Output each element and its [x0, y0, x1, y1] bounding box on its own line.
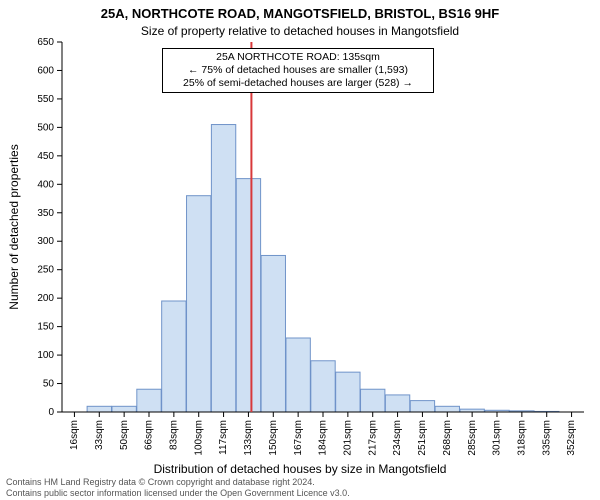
histogram-bar — [187, 196, 211, 412]
x-tick-label: 83sqm — [168, 420, 179, 450]
histogram-bar — [162, 301, 186, 412]
footer-line2: Contains public sector information licen… — [6, 488, 350, 498]
y-tick-label: 200 — [37, 293, 54, 304]
histogram-bar — [261, 255, 285, 412]
callout-line1: 25A NORTHCOTE ROAD: 135sqm — [167, 51, 429, 64]
histogram-bar — [361, 389, 385, 412]
x-tick-label: 33sqm — [94, 420, 105, 450]
histogram-bar — [236, 179, 260, 412]
x-tick-label: 167sqm — [293, 420, 304, 456]
histogram-bar — [211, 125, 235, 412]
y-tick-label: 550 — [37, 94, 54, 105]
callout-line3: 25% of semi-detached houses are larger (… — [167, 77, 429, 90]
x-tick-label: 50sqm — [119, 420, 130, 450]
x-tick-label: 100sqm — [193, 420, 204, 456]
y-axis-label: Number of detached properties — [7, 144, 21, 309]
y-tick-label: 500 — [37, 122, 54, 133]
y-tick-label: 400 — [37, 179, 54, 190]
histogram-bar — [385, 395, 409, 412]
y-tick-label: 50 — [43, 379, 55, 390]
y-tick-label: 0 — [48, 407, 54, 418]
histogram-bar — [286, 338, 310, 412]
x-tick-label: 335sqm — [541, 420, 552, 456]
footer-attribution: Contains HM Land Registry data © Crown c… — [6, 477, 350, 498]
x-tick-label: 318sqm — [516, 420, 527, 456]
x-tick-label: 150sqm — [268, 420, 279, 456]
chart-container: 25A, NORTHCOTE ROAD, MANGOTSFIELD, BRIST… — [0, 0, 600, 500]
x-tick-label: 301sqm — [492, 420, 503, 456]
x-tick-label: 66sqm — [144, 420, 155, 450]
histogram-bar — [435, 406, 459, 412]
y-tick-label: 650 — [37, 37, 54, 48]
callout-line2: ← 75% of detached houses are smaller (1,… — [167, 64, 429, 77]
x-tick-label: 234sqm — [392, 420, 403, 456]
x-tick-label: 268sqm — [442, 420, 453, 456]
x-tick-label: 133sqm — [243, 420, 254, 456]
x-tick-label: 285sqm — [467, 420, 478, 456]
y-tick-label: 450 — [37, 151, 54, 162]
x-tick-label: 352sqm — [566, 420, 577, 456]
histogram-bar — [336, 372, 360, 412]
histogram-bar — [87, 406, 111, 412]
y-tick-label: 300 — [37, 236, 54, 247]
footer-line1: Contains HM Land Registry data © Crown c… — [6, 477, 315, 487]
histogram-bar — [311, 361, 335, 412]
y-tick-label: 250 — [37, 265, 54, 276]
histogram-bar — [112, 406, 136, 412]
y-tick-label: 100 — [37, 350, 54, 361]
y-tick-label: 150 — [37, 322, 54, 333]
histogram-bar — [137, 389, 161, 412]
x-tick-label: 251sqm — [417, 420, 428, 456]
x-tick-label: 184sqm — [318, 420, 329, 456]
y-tick-label: 350 — [37, 208, 54, 219]
x-tick-label: 117sqm — [218, 420, 229, 455]
x-tick-label: 16sqm — [69, 420, 80, 450]
callout-box: 25A NORTHCOTE ROAD: 135sqm ← 75% of deta… — [162, 48, 434, 93]
x-tick-label: 201sqm — [342, 420, 353, 456]
histogram-bar — [410, 401, 434, 412]
x-tick-label: 217sqm — [367, 420, 378, 456]
x-axis-label: Distribution of detached houses by size … — [0, 462, 600, 476]
y-tick-label: 600 — [37, 65, 54, 76]
